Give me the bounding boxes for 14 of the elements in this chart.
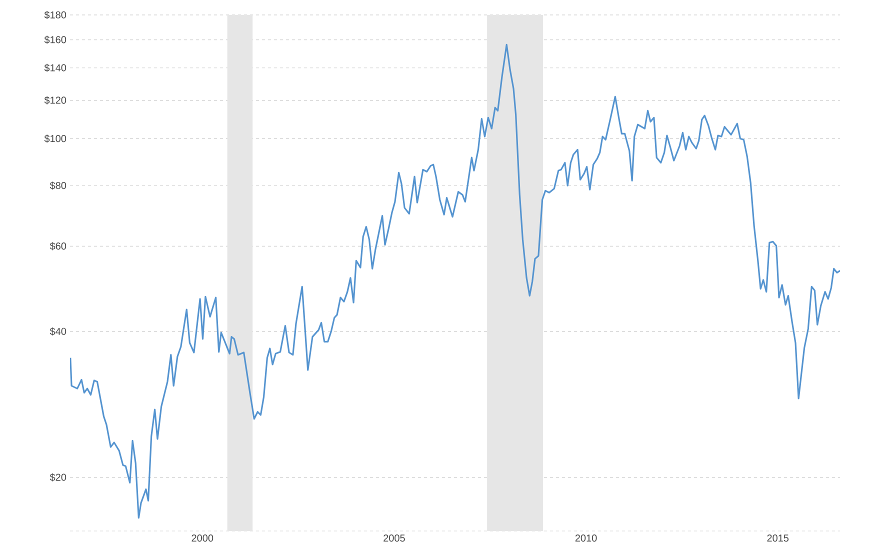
y-tick-label: $20 (50, 473, 66, 482)
line-series (70, 44, 840, 519)
y-tick-label: $100 (44, 134, 66, 143)
x-tick-label: 2010 (575, 534, 597, 542)
y-tick-label: $140 (44, 64, 66, 72)
y-tick-label: $180 (44, 10, 66, 20)
y-tick-label: $40 (50, 327, 66, 336)
y-tick-label: $160 (44, 36, 66, 44)
y-tick-label: $80 (50, 182, 66, 190)
y-tick-label: $120 (44, 96, 66, 104)
x-tick-label: 2005 (384, 534, 405, 542)
x-tick-label: 2000 (192, 534, 214, 542)
x-tick-label: 2015 (767, 534, 789, 542)
y-tick-label: $60 (50, 242, 66, 250)
